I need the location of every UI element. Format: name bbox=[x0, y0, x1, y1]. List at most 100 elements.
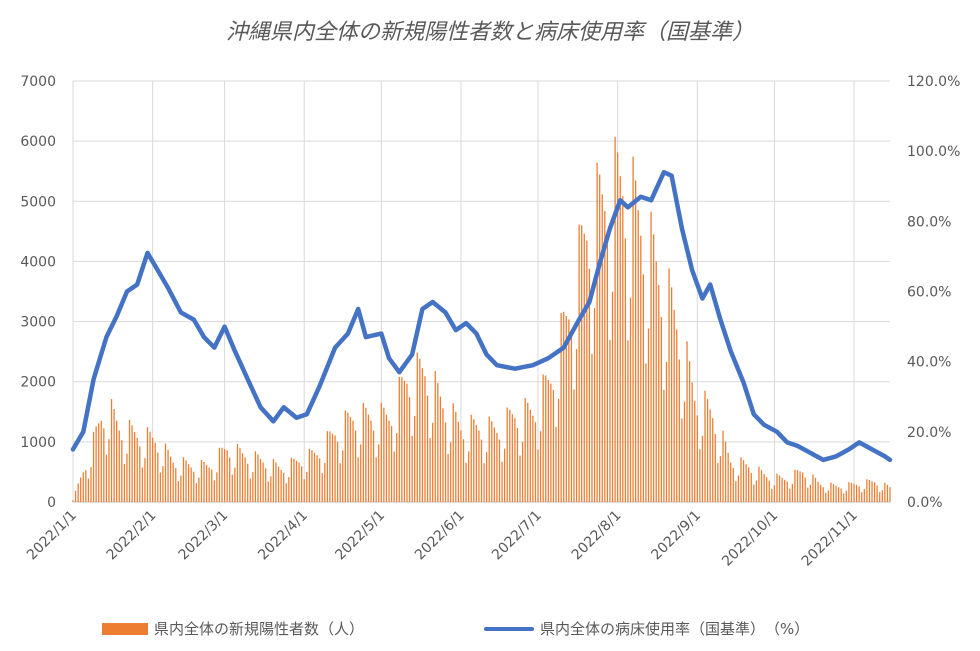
bar bbox=[193, 471, 195, 502]
bar bbox=[848, 482, 850, 502]
bar bbox=[784, 479, 786, 502]
bar bbox=[334, 435, 336, 502]
bar bbox=[799, 471, 801, 502]
bar bbox=[336, 441, 339, 502]
bar bbox=[709, 409, 711, 502]
bar bbox=[267, 481, 269, 502]
bar bbox=[383, 407, 385, 502]
bar bbox=[704, 390, 706, 502]
bar bbox=[830, 482, 832, 502]
bar bbox=[205, 464, 208, 502]
bar bbox=[879, 492, 881, 502]
bar bbox=[452, 403, 454, 502]
bar bbox=[521, 441, 524, 502]
bar bbox=[241, 453, 244, 502]
bar bbox=[748, 467, 750, 502]
bar bbox=[614, 136, 616, 503]
bar bbox=[203, 462, 205, 502]
bar bbox=[542, 374, 544, 502]
bar bbox=[378, 444, 380, 502]
bar bbox=[136, 437, 138, 502]
bar bbox=[488, 416, 490, 502]
y-right-tick-label: 0.0% bbox=[907, 495, 943, 511]
bar bbox=[706, 399, 709, 502]
bar bbox=[647, 328, 650, 502]
bar bbox=[426, 395, 429, 502]
bar bbox=[406, 383, 408, 502]
bar bbox=[506, 407, 508, 502]
bar bbox=[265, 468, 267, 502]
bar bbox=[103, 428, 105, 502]
bar bbox=[802, 472, 804, 502]
bar bbox=[722, 430, 724, 502]
bar bbox=[473, 419, 475, 502]
bar bbox=[347, 412, 349, 502]
bar bbox=[604, 211, 606, 502]
bar bbox=[393, 451, 395, 502]
bar bbox=[432, 422, 434, 502]
bar bbox=[753, 484, 755, 502]
bar bbox=[563, 311, 565, 502]
bar bbox=[200, 459, 203, 502]
bar bbox=[485, 452, 488, 502]
bar bbox=[100, 420, 102, 502]
bar bbox=[295, 460, 298, 502]
bar bbox=[262, 462, 264, 502]
y-right-tick-label: 80.0% bbox=[907, 214, 951, 230]
bar bbox=[105, 454, 108, 502]
x-tick-label: 2022/1/1 bbox=[24, 508, 80, 564]
bar bbox=[360, 444, 362, 502]
bar bbox=[429, 438, 431, 502]
bar bbox=[819, 484, 822, 502]
bar bbox=[596, 162, 598, 503]
bar bbox=[547, 379, 549, 502]
bar bbox=[311, 450, 313, 502]
bar bbox=[72, 500, 74, 502]
bar bbox=[288, 477, 290, 502]
x-tick-label: 2022/10/1 bbox=[719, 508, 781, 570]
bar bbox=[308, 448, 311, 502]
bar bbox=[316, 455, 318, 502]
bar bbox=[771, 488, 773, 502]
bar bbox=[321, 473, 323, 502]
bar bbox=[478, 430, 480, 502]
bar bbox=[313, 452, 316, 502]
bar bbox=[876, 485, 878, 502]
bar bbox=[211, 469, 213, 502]
y-left-tick-label: 6000 bbox=[20, 134, 56, 150]
bar bbox=[187, 464, 190, 502]
bar bbox=[642, 274, 645, 502]
bar bbox=[889, 487, 891, 502]
bar bbox=[342, 450, 344, 502]
bar bbox=[123, 463, 126, 502]
bar bbox=[339, 463, 341, 502]
bar bbox=[686, 341, 688, 502]
bar bbox=[403, 380, 406, 502]
x-tick-label: 2022/11/1 bbox=[799, 508, 861, 570]
bar bbox=[645, 363, 647, 502]
legend-swatch-bar bbox=[102, 622, 148, 635]
bar bbox=[229, 457, 231, 502]
bar bbox=[164, 443, 167, 502]
bar bbox=[514, 418, 516, 502]
bar bbox=[776, 473, 778, 502]
bar bbox=[663, 389, 665, 502]
bar bbox=[434, 370, 436, 502]
bar bbox=[629, 297, 632, 502]
bar bbox=[861, 492, 863, 502]
bar bbox=[670, 287, 673, 502]
bar bbox=[365, 407, 367, 502]
bar bbox=[77, 483, 79, 502]
y-left-tick-label: 5000 bbox=[20, 194, 56, 210]
bar bbox=[791, 484, 794, 502]
bar bbox=[863, 489, 865, 502]
bar bbox=[408, 397, 411, 502]
y-left-tick-label: 7000 bbox=[20, 74, 56, 90]
bar bbox=[152, 437, 154, 502]
bar bbox=[92, 432, 95, 502]
bar bbox=[511, 414, 513, 502]
bar bbox=[480, 439, 483, 502]
bar bbox=[144, 458, 146, 502]
bar bbox=[676, 329, 678, 502]
